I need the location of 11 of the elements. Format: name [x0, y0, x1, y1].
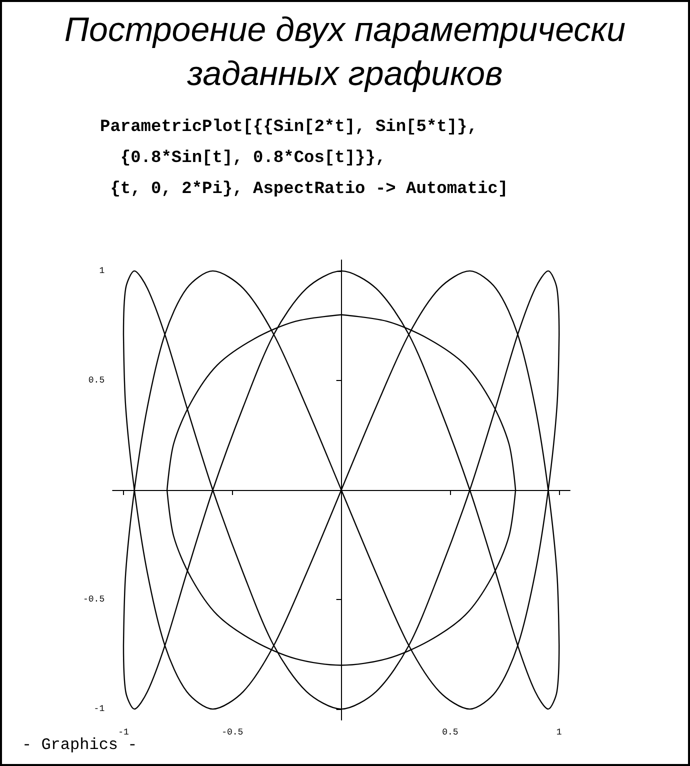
- x-tick-label: 1: [556, 728, 562, 738]
- chart-subtitle: ParametricPlot[{{Sin[2*t], Sin[5*t]}, {0.8*Sin[t], 0.8*Cos[t]}}, {t, 0, 2*Pi}, AspectRatio -> Automatic]: [100, 117, 508, 201]
- y-tick-label: -1: [94, 704, 105, 714]
- chart-title: Построение двух параметрически заданных графиков: [63, 10, 627, 95]
- text: - Graphics -: [22, 736, 138, 754]
- x-tick-label: 0.5: [442, 728, 458, 738]
- x-tick-label: -1: [118, 728, 129, 738]
- y-tick-label: 0.5: [88, 375, 105, 386]
- x-tick-label: -0.5: [222, 728, 244, 738]
- y-tick-label: 1: [99, 266, 105, 276]
- y-tick-label: -0.5: [82, 594, 105, 605]
